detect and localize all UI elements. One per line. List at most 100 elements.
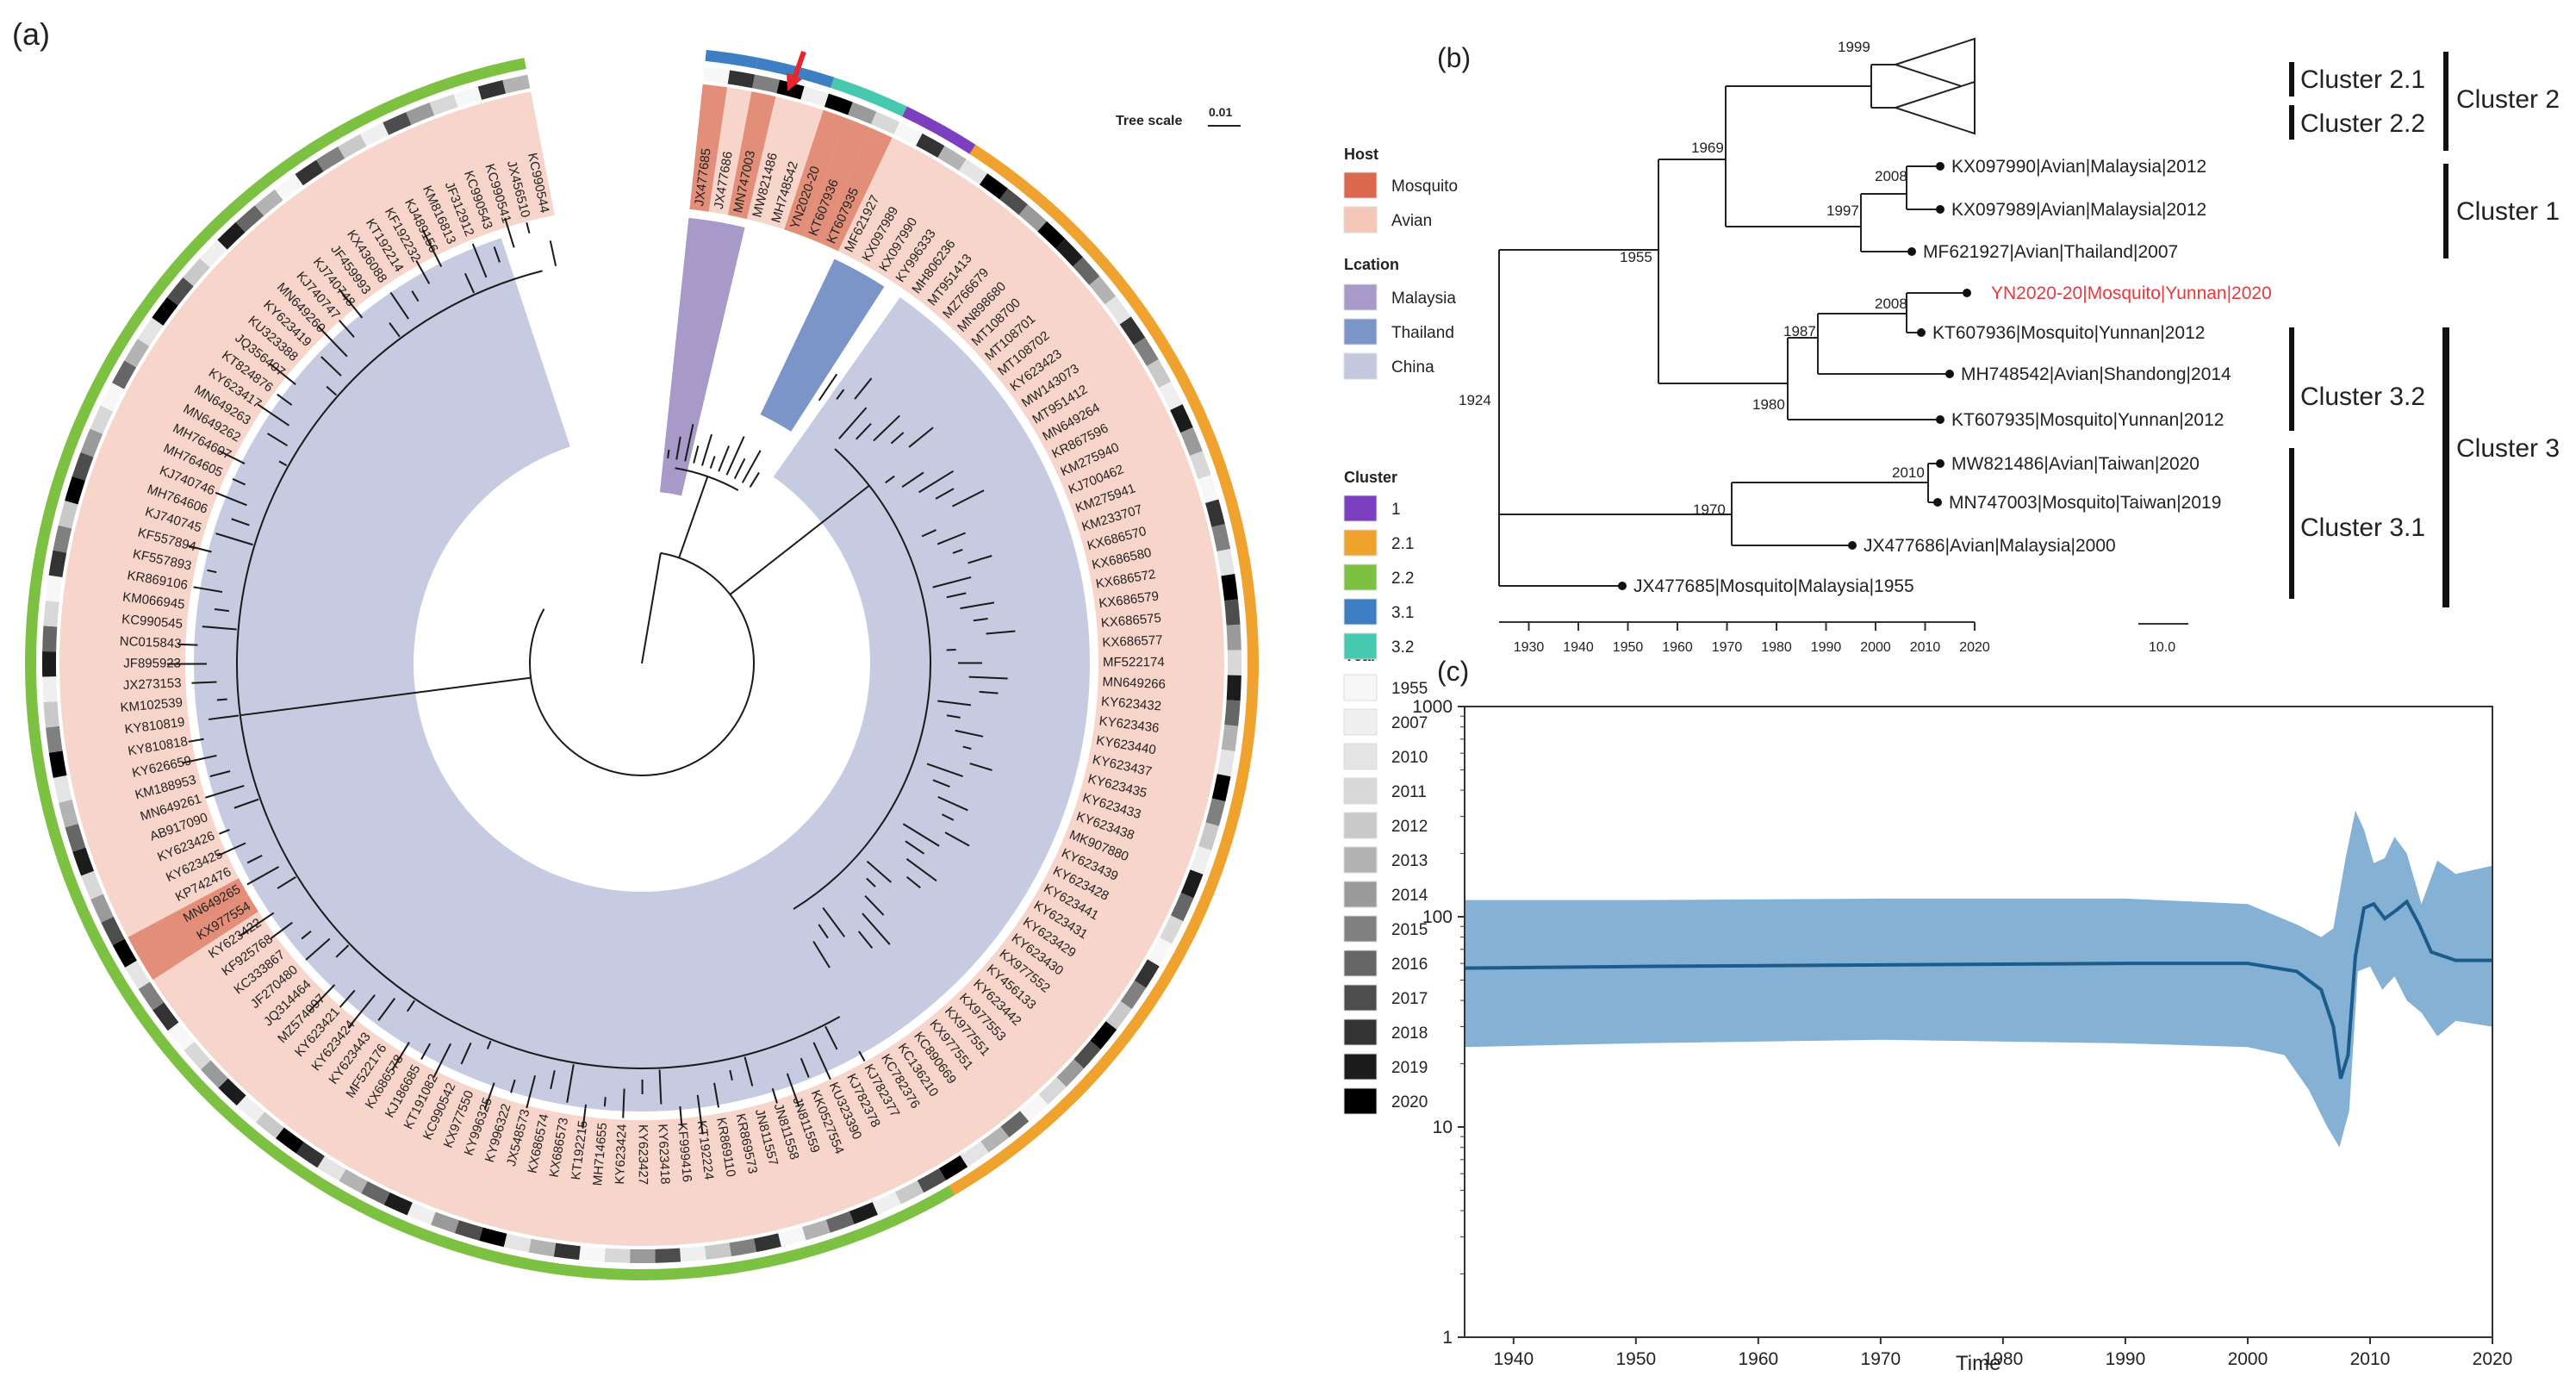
tree-arc: [529, 551, 755, 776]
cluster-label: Cluster 2.1: [2300, 65, 2425, 94]
tree-branch: [905, 857, 937, 882]
tree-branch: [918, 470, 955, 494]
axis-tick-label: 2000: [1860, 640, 1891, 655]
year-ring-segment: [361, 1180, 390, 1205]
tree-branch: [718, 445, 730, 472]
host-label-background: [785, 1090, 849, 1217]
year-ring-segment: [871, 111, 900, 135]
skyline-plot-panel: 1940 1950 1960 1970 1980 1990 2000 2010 2020 1 10 1…: [1412, 697, 2512, 1375]
host-label-background: [965, 972, 1072, 1075]
tree-branch: [932, 779, 950, 788]
tree-branch: [510, 1079, 516, 1093]
highlight-arrow-icon: [787, 51, 806, 91]
year-ring-segment: [453, 86, 482, 108]
year-ring-segment: [152, 1002, 179, 1031]
year-ring-segment: [124, 339, 150, 368]
year-ring-segment: [72, 451, 94, 481]
host-label-background: [671, 1117, 705, 1245]
x-tick-label: 1970: [1861, 1349, 1901, 1369]
host-label-background: [391, 1075, 464, 1200]
tree-branch: [301, 930, 312, 940]
legend-label: 3.1: [1391, 604, 1414, 622]
tree-branch: [854, 377, 873, 400]
legend-swatch: [1343, 632, 1378, 660]
cluster-brackets: [2289, 52, 2449, 607]
tip-label: JF895923: [123, 657, 181, 671]
host-label-background: [820, 127, 893, 252]
host-label-background: [1090, 730, 1218, 774]
host-label-background: [96, 825, 222, 893]
node-date: 1969: [1691, 140, 1724, 156]
tree-branch: [684, 424, 694, 462]
tip-label: KC990545: [121, 612, 184, 632]
year-ring-segment: [236, 1095, 265, 1123]
year-ring-segment: [1224, 700, 1241, 726]
leaf-label: JX477686|Avian|Malaysia|2000: [1864, 536, 2116, 556]
time-axis: 1930 1940 1950 1960 1970 1980 1990 2000 2010 2020: [1499, 621, 1990, 655]
year-ring-segment: [503, 1233, 532, 1253]
year-ring-segment: [125, 960, 151, 990]
year-ring-segment: [200, 1060, 228, 1088]
node-date: 1999: [1838, 39, 1870, 55]
x-tick-label: 2000: [2228, 1349, 2268, 1369]
tree-branch: [566, 1064, 575, 1103]
year-ring-segment: [1221, 574, 1238, 601]
host-label-background: [181, 943, 294, 1040]
year-ring-segment: [254, 189, 283, 216]
tree-branch: [926, 763, 963, 778]
year-ring-segment: [59, 800, 78, 828]
panel-label-c: (c): [1437, 656, 1469, 687]
tree-branch: [460, 1042, 472, 1065]
tree-branch: [822, 906, 846, 937]
tree-branch: [866, 860, 892, 883]
host-label-background: [196, 958, 307, 1058]
host-label-background: [581, 1118, 613, 1245]
host-label-background: [1054, 842, 1179, 914]
legend-swatch: [1343, 1087, 1378, 1115]
x-tick-label: 1980: [1983, 1349, 2024, 1369]
host-label-background: [368, 138, 445, 261]
axis-tick-label: 1990: [1811, 640, 1842, 655]
year-ring-segment: [1089, 276, 1117, 305]
legend-swatch: [1343, 846, 1378, 874]
dated-tree-panel: 1924 1955 1969 1999 1997 2008 1980 1987 …: [1459, 37, 2560, 655]
host-label-background: [1044, 389, 1167, 466]
tree-branch: [986, 630, 1016, 635]
host-label-background: [65, 553, 194, 597]
axis-tick-label: 1940: [1563, 640, 1594, 655]
tree-branch: [317, 325, 348, 358]
host-label-background: [708, 87, 752, 215]
legend-swatch: [1343, 598, 1378, 626]
host-label-background: [306, 1037, 395, 1154]
host-label-background: [212, 252, 319, 355]
circular-tree-panel: JX477685JX477686MN747003MW821486MH748542…: [24, 49, 1458, 1281]
node-date: 1997: [1826, 202, 1859, 219]
tree-branch: [246, 866, 280, 886]
node-date: 2010: [1892, 464, 1925, 481]
host-label-background: [837, 137, 915, 260]
year-ring-segment: [454, 1220, 483, 1241]
year-ring-segment: [255, 1111, 284, 1139]
host-label-background: [690, 1115, 729, 1243]
year-ring-segment: [655, 1248, 681, 1263]
tree-branch: [812, 1042, 831, 1080]
legend-label: 2018: [1391, 1024, 1428, 1043]
host-label-background: [784, 109, 847, 236]
scale-bar-label: 10.0: [2149, 640, 2175, 655]
node-date: 2008: [1875, 296, 1907, 312]
host-label-background: [951, 986, 1055, 1093]
host-label-background: [1093, 711, 1222, 750]
year-ring-segment: [65, 476, 85, 505]
year-ring-segment: [477, 80, 507, 100]
tree-branch: [679, 1106, 683, 1127]
tree-branch: [858, 1050, 866, 1062]
host-label-background: [651, 1118, 680, 1246]
host-label-background: [70, 750, 198, 800]
tree-branch: [901, 471, 924, 489]
year-ring-segment: [958, 159, 988, 185]
tree-branch: [215, 532, 253, 546]
host-label-background: [152, 911, 270, 1000]
year-ring-segment: [1090, 1021, 1117, 1049]
tree-branch: [942, 813, 955, 821]
legend: Host Lcation Cluster Year MosquitoAvianM…: [1343, 146, 1458, 1115]
